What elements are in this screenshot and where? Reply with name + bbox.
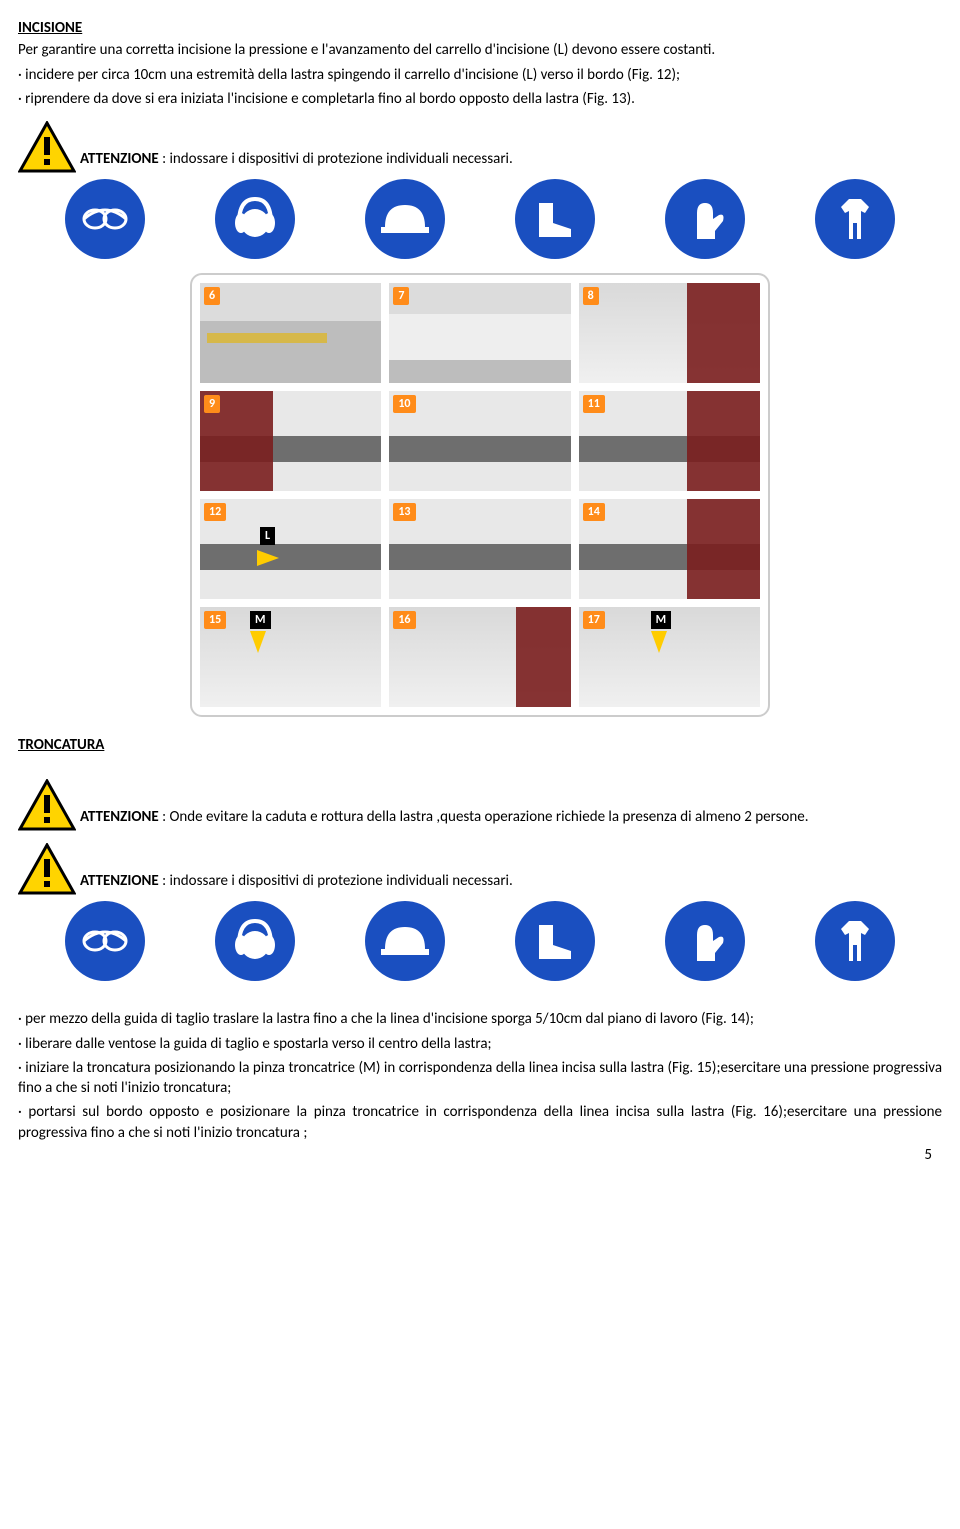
bullet-item: · per mezzo della guida di taglio trasla… <box>18 1009 942 1029</box>
photo-10: 10 <box>389 391 570 491</box>
photo-marker-letter: M <box>250 611 271 629</box>
ppe-suit-icon <box>815 179 895 259</box>
ppe-suit-icon <box>815 901 895 981</box>
photo-number-badge: 8 <box>583 287 599 305</box>
photo-number-badge: 13 <box>393 503 415 521</box>
warning-triangle-icon <box>18 843 76 895</box>
ppe-helmet-icon <box>365 179 445 259</box>
bullet-item: · incidere per circa 10cm una estremità … <box>18 65 942 85</box>
ppe-goggles-icon <box>65 179 145 259</box>
section-heading-troncatura: TRONCATURA <box>18 735 942 755</box>
page-number: 5 <box>924 1145 932 1165</box>
photo-12: 12 L <box>200 499 381 599</box>
photo-15: 15 M <box>200 607 381 707</box>
warning-text: ATTENZIONE : indossare i dispositivi di … <box>80 871 513 895</box>
photo-marker-letter: L <box>260 527 275 545</box>
warning-row: ATTENZIONE : indossare i dispositivi di … <box>18 843 942 895</box>
bullet-item: · portarsi sul bordo opposto e posiziona… <box>18 1102 942 1143</box>
section-heading-incisione: INCISIONE <box>18 18 942 38</box>
photo-number-badge: 10 <box>393 395 415 413</box>
ppe-goggles-icon <box>65 901 145 981</box>
ppe-boots-icon <box>515 179 595 259</box>
warning-row: ATTENZIONE : indossare i dispositivi di … <box>18 121 942 173</box>
warning-body: : Onde evitare la caduta e rottura della… <box>159 808 809 826</box>
photo-number-badge: 17 <box>583 611 605 629</box>
photo-number-badge: 14 <box>583 503 605 521</box>
bullet-item: · liberare dalle ventose la guida di tag… <box>18 1034 942 1054</box>
photo-grid: 6 7 8 9 10 11 12 L 13 14 15 M 16 <box>190 273 770 717</box>
warning-row: ATTENZIONE : Onde evitare la caduta e ro… <box>18 779 942 831</box>
ppe-helmet-icon <box>365 901 445 981</box>
warning-label: ATTENZIONE <box>80 872 159 890</box>
photo-number-badge: 6 <box>204 287 220 305</box>
photo-number-badge: 12 <box>204 503 226 521</box>
warning-triangle-icon <box>18 779 76 831</box>
ppe-gloves-icon <box>665 901 745 981</box>
photo-16: 16 <box>389 607 570 707</box>
photo-17: 17 M <box>579 607 760 707</box>
photo-marker-letter: M <box>651 611 672 629</box>
photo-6: 6 <box>200 283 381 383</box>
photo-14: 14 <box>579 499 760 599</box>
photo-number-badge: 15 <box>204 611 226 629</box>
warning-text: ATTENZIONE : Onde evitare la caduta e ro… <box>80 807 942 831</box>
photo-8: 8 <box>579 283 760 383</box>
bullet-item: · iniziare la troncatura posizionando la… <box>18 1058 942 1099</box>
paragraph: Per garantire una corretta incisione la … <box>18 40 942 60</box>
warning-text: ATTENZIONE : indossare i dispositivi di … <box>80 149 513 173</box>
ppe-icon-row <box>18 901 942 981</box>
bullet-item: · riprendere da dove si era iniziata l'i… <box>18 89 942 109</box>
photo-number-badge: 11 <box>583 395 605 413</box>
photo-9: 9 <box>200 391 381 491</box>
photo-number-badge: 7 <box>393 287 409 305</box>
ppe-ear-protection-icon <box>215 901 295 981</box>
photo-13: 13 <box>389 499 570 599</box>
ppe-icon-row <box>18 179 942 259</box>
photo-7: 7 <box>389 283 570 383</box>
warning-label: ATTENZIONE <box>80 808 159 826</box>
ppe-boots-icon <box>515 901 595 981</box>
ppe-gloves-icon <box>665 179 745 259</box>
photo-number-badge: 16 <box>393 611 415 629</box>
photo-number-badge: 9 <box>204 395 220 413</box>
ppe-ear-protection-icon <box>215 179 295 259</box>
warning-body: : indossare i dispositivi di protezione … <box>159 150 513 168</box>
warning-body: : indossare i dispositivi di protezione … <box>159 872 513 890</box>
warning-triangle-icon <box>18 121 76 173</box>
warning-label: ATTENZIONE <box>80 150 159 168</box>
photo-11: 11 <box>579 391 760 491</box>
